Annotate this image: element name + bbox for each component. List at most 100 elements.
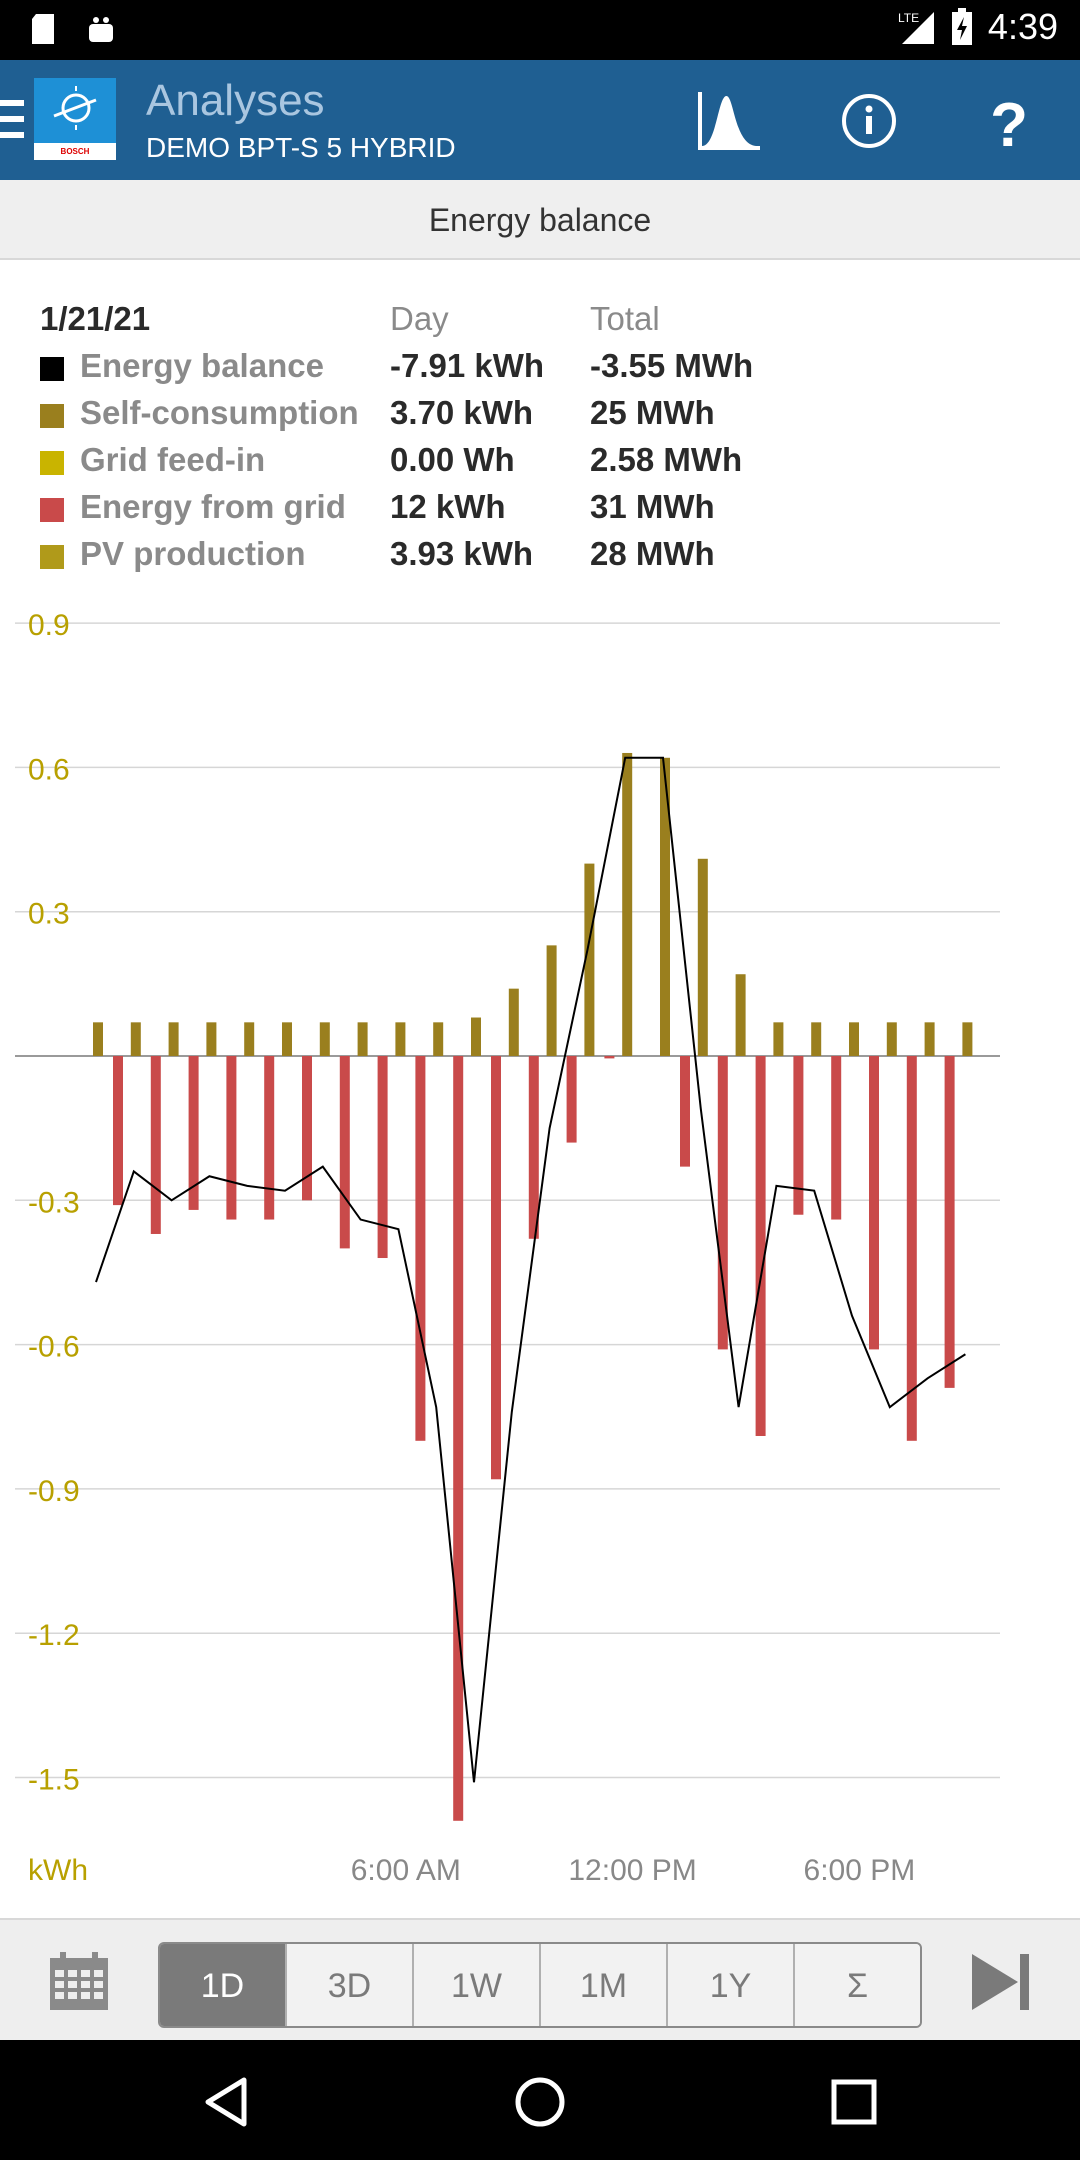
legend-name: Energy from grid [80,488,346,525]
range-1m-button[interactable]: 1M [541,1944,668,2026]
x-tick-label: 6:00 PM [804,1854,916,1887]
bar-self-consumption [924,1022,935,1056]
bar-self-consumption [962,1022,973,1056]
sd-card-icon [32,14,54,44]
battery-icon [951,8,972,45]
range-3d-button[interactable]: 3D [287,1944,414,2026]
bar-energy-from-grid [528,1056,539,1239]
back-icon[interactable] [198,2074,254,2130]
legend-row-energy-balance[interactable]: Energy balance -7.91 kWh -3.55 MWh [40,347,1040,393]
svg-text:LTE: LTE [898,11,919,25]
legend-day-value: 3.93 kWh [390,535,534,572]
calendar-icon[interactable] [48,1950,110,2012]
bar-energy-from-grid [906,1056,917,1441]
bar-self-consumption [244,1022,255,1056]
app-title: Analyses [146,76,325,125]
app-bar: BOSCH Analyses DEMO BPT-S 5 HYBRID ? [0,60,1080,180]
y-tick-label: 0.9 [28,609,70,642]
help-icon[interactable]: ? [974,88,1044,154]
legend-date: 1/21/21 [40,300,151,337]
legend-total-value: 25 MWh [590,394,715,431]
info-icon[interactable] [834,88,904,154]
y-tick-label: -0.6 [28,1331,80,1364]
chart-svg[interactable]: 0.9 0.6 0.3 -0.3 -0.6 -0.9 -1.2 -1.5 kWh 6:00 AM 1… [0,600,1080,1910]
legend-row-self-consumption[interactable]: Self-consumption 3.70 kWh 25 MWh [40,394,1040,440]
bar-self-consumption [508,988,519,1056]
bar-energy-from-grid [150,1056,161,1234]
legend-swatch [40,357,64,381]
chart-icon[interactable] [694,88,764,154]
bar-energy-from-grid [302,1056,312,1201]
legend-swatch [40,404,64,428]
legend-day-value: -7.91 kWh [390,347,545,384]
legend-swatch [40,498,64,522]
bar-energy-from-grid [264,1056,275,1220]
range-1d-button[interactable]: 1D [160,1944,287,2026]
android-icon [89,17,113,42]
bar-energy-from-grid [755,1056,766,1436]
legend-total-value: -3.55 MWh [590,347,754,384]
solar-logo-icon [53,86,97,130]
legend-row-energy-from-grid[interactable]: Energy from grid 12 kWh 31 MWh [40,488,1040,534]
signal-icon: LTE [898,11,934,44]
legend-swatch [40,451,64,475]
legend-name: Self-consumption [80,394,359,431]
bar-energy-from-grid [188,1056,199,1210]
bar-self-consumption [93,1022,103,1056]
bar-self-consumption [546,945,557,1056]
range-total-button[interactable]: Σ [795,1944,920,2026]
range-1y-button[interactable]: 1Y [668,1944,795,2026]
bar-energy-from-grid [566,1056,577,1143]
bottom-toolbar: 1D 3D 1W 1M 1Y Σ [0,1918,1080,2040]
legend-row-pv-production[interactable]: PV production 3.93 kWh 28 MWh [40,535,1040,581]
y-tick-label: 0.6 [28,753,70,786]
skip-to-end-icon[interactable] [968,1950,1032,2014]
legend-row-grid-feed-in[interactable]: Grid feed-in 0.00 Wh 2.58 MWh [40,441,1040,487]
legend-col-day: Day [390,300,449,337]
bar-energy-from-grid [339,1056,350,1249]
bar-self-consumption [660,757,670,1056]
y-tick-label: 0.3 [28,898,70,931]
bar-energy-from-grid [377,1056,388,1259]
svg-text:?: ? [990,91,1028,154]
bar-self-consumption [886,1022,897,1056]
system-nav-bar [0,2040,1080,2160]
legend-name: Energy balance [80,347,324,384]
bar-energy-from-grid [226,1056,237,1220]
x-tick-label: 6:00 AM [351,1854,461,1887]
legend-day-value: 12 kWh [390,488,506,525]
bar-self-consumption [433,1022,444,1056]
legend-name: PV production [80,535,306,572]
bar-energy-from-grid [604,1056,615,1059]
device-name: DEMO BPT-S 5 HYBRID [146,132,456,163]
range-selector: 1D 3D 1W 1M 1Y Σ [158,1942,922,2028]
clock: 4:39 [987,6,1058,47]
legend-col-total: Total [590,300,660,337]
bar-self-consumption [584,863,595,1056]
menu-icon[interactable] [0,98,26,142]
y-unit-label: kWh [28,1854,88,1887]
bar-self-consumption [773,1022,784,1056]
bar-self-consumption [168,1022,179,1056]
recents-icon[interactable] [826,2074,882,2130]
y-tick-label: -1.2 [28,1619,80,1652]
bar-energy-from-grid [944,1056,955,1388]
bar-self-consumption [735,974,746,1056]
bar-self-consumption [622,752,633,1056]
legend-day-value: 3.70 kWh [390,394,534,431]
bar-self-consumption [206,1022,217,1056]
range-1w-button[interactable]: 1W [414,1944,541,2026]
bar-energy-from-grid [491,1056,501,1480]
home-icon[interactable] [512,2074,568,2130]
legend-total-value: 28 MWh [590,535,715,572]
bar-self-consumption [130,1022,141,1056]
bar-energy-from-grid [717,1056,728,1350]
y-tick-label: -0.9 [28,1475,80,1508]
bar-self-consumption [697,858,708,1056]
bar-energy-from-grid [680,1056,690,1167]
legend-swatch [40,545,64,569]
bar-energy-from-grid [453,1056,464,1821]
legend-total-value: 31 MWh [590,488,715,525]
bar-self-consumption [849,1022,859,1056]
energy-balance-chart[interactable]: 0.9 0.6 0.3 -0.3 -0.6 -0.9 -1.2 -1.5 kWh 6:00 AM 1… [0,600,1080,1910]
